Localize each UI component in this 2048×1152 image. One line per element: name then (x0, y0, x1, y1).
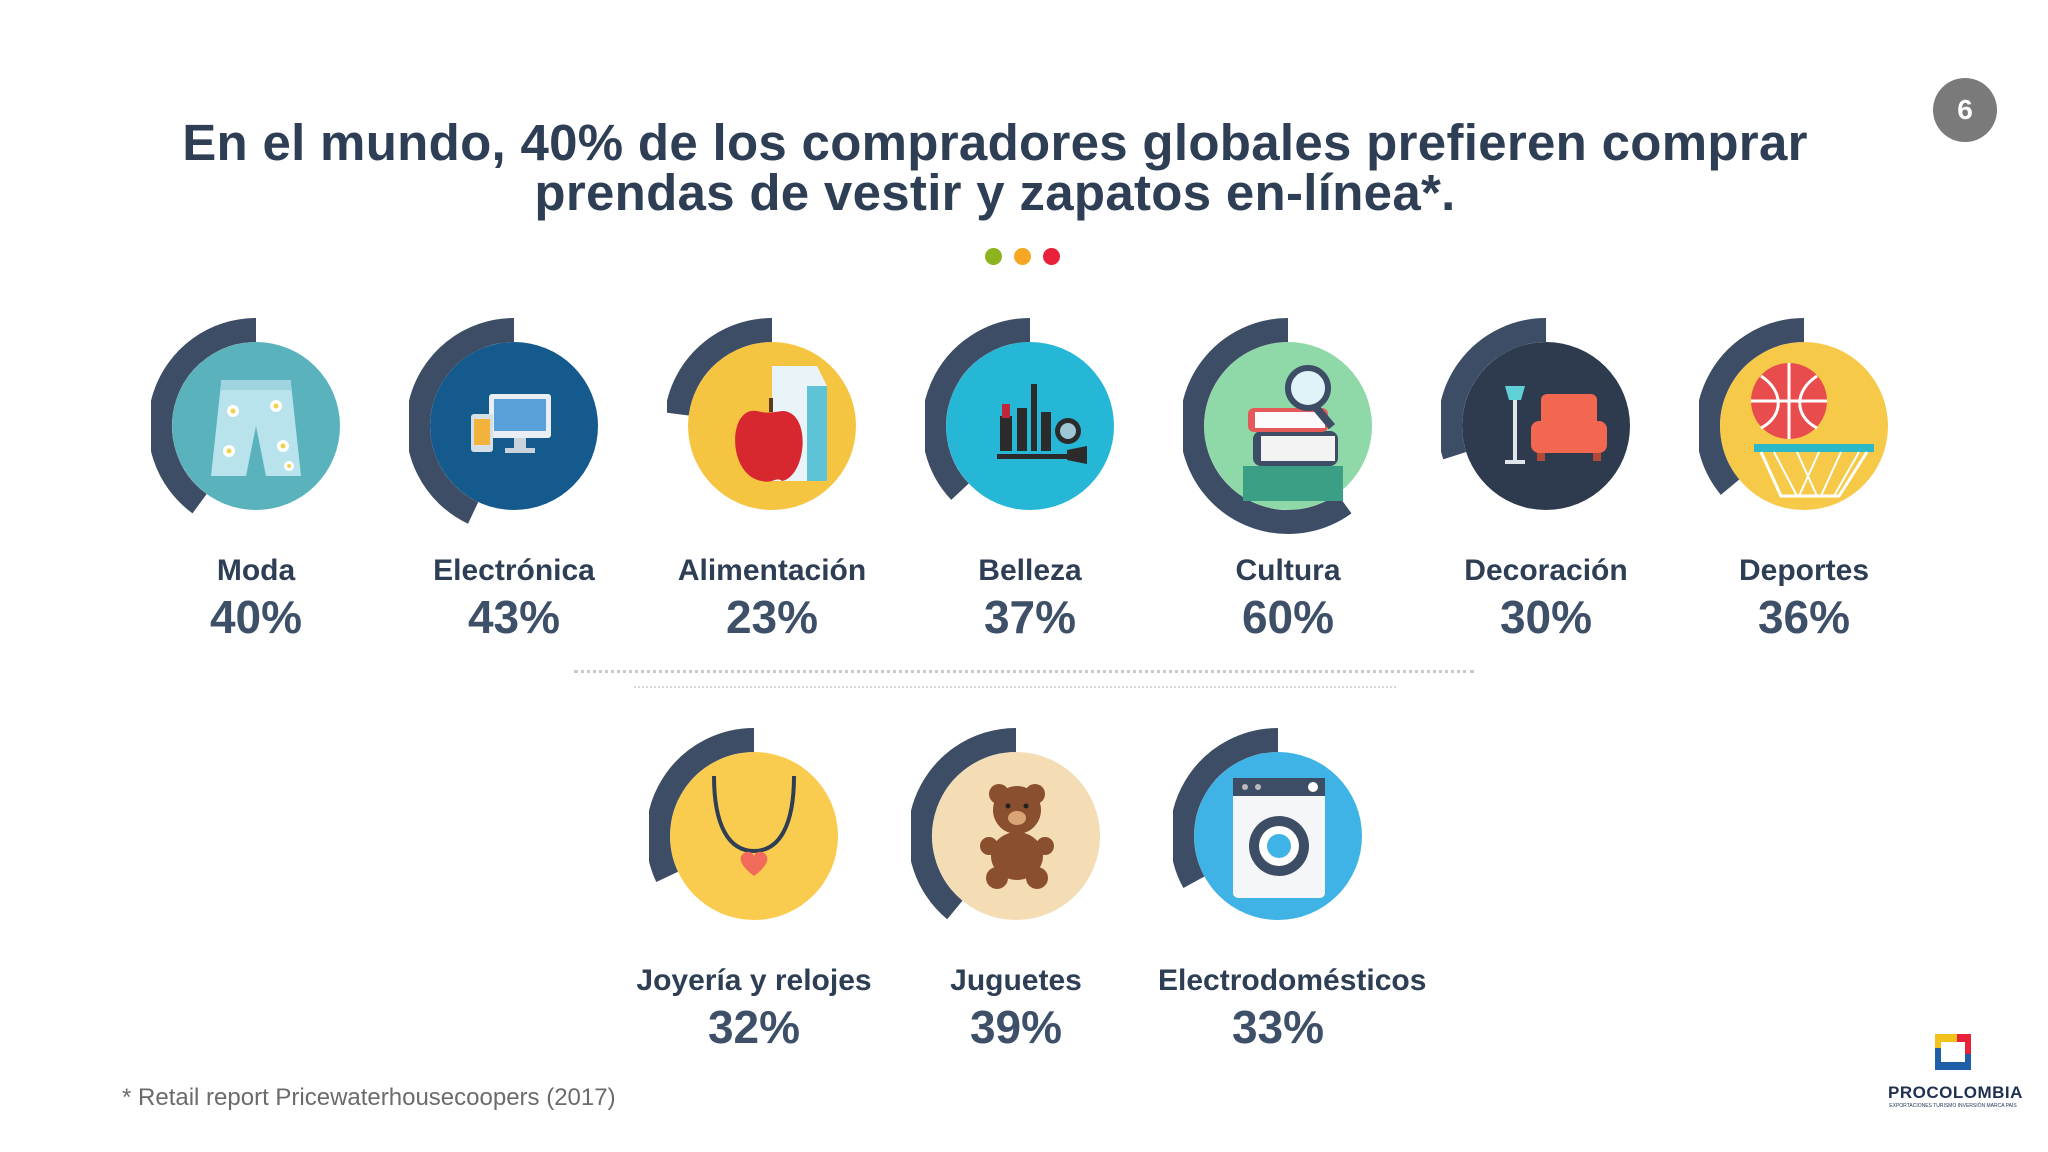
category-name: Decoración (1464, 554, 1628, 587)
category-name: Electrodomésticos (1158, 964, 1427, 997)
accent-dots (985, 248, 1060, 265)
source-footnote: * Retail report Pricewaterhousecoopers (… (122, 1084, 616, 1111)
procolombia-logo: PROCOLOMBIA EXPORTACIONES TURISMO INVERS… (1888, 1030, 2023, 1109)
makeup-icon (925, 318, 1114, 510)
category-name: Joyería y relojes (636, 964, 872, 997)
basketball-icon (1699, 318, 1888, 510)
category-name: Electrónica (433, 554, 595, 587)
category-cultura: Cultura 60% (1168, 316, 1408, 644)
teddy-bear-icon (911, 728, 1100, 920)
accent-dot-red (1043, 248, 1060, 265)
category-percent: 40% (209, 591, 303, 643)
title-line-1: En el mundo, 40% de los compradores glob… (182, 114, 1808, 171)
category-name: Belleza (978, 554, 1082, 587)
sofa-icon (1441, 318, 1630, 510)
category-percent: 33% (1231, 1001, 1325, 1053)
category-juguetes: Juguetes 39% (896, 726, 1136, 1054)
category-electrodomesticos: Electrodomésticos 33% (1158, 726, 1427, 1054)
category-moda: Moda 40% (136, 316, 376, 644)
category-name: Cultura (1235, 554, 1341, 587)
category-deportes: Deportes 36% (1684, 316, 1924, 644)
category-alimentacion: Alimentación 23% (652, 316, 892, 644)
row-separator-inner (634, 686, 1396, 688)
title-line-2: prendas de vestir y zapatos en-línea*. (534, 164, 1456, 221)
category-name: Moda (216, 554, 296, 587)
page-title: En el mundo, 40% de los compradores glob… (0, 114, 1990, 221)
category-name: Alimentación (677, 554, 867, 587)
category-percent: 23% (725, 591, 819, 643)
logo-tagline: EXPORTACIONES TURISMO INVERSIÓN MARCA PA… (1889, 1103, 2017, 1109)
category-percent: 30% (1499, 591, 1593, 643)
category-percent: 39% (969, 1001, 1063, 1053)
procolombia-logo-icon (1935, 1034, 1971, 1070)
logo-wordmark: PROCOLOMBIA (1888, 1083, 2023, 1102)
books-icon (1183, 318, 1372, 534)
category-belleza: Belleza 37% (910, 316, 1150, 644)
necklace-icon (649, 728, 838, 920)
category-electronica: Electrónica 43% (394, 316, 634, 644)
category-percent: 60% (1241, 591, 1335, 643)
row-separator (574, 670, 1474, 673)
category-name: Deportes (1738, 554, 1870, 587)
category-percent: 36% (1757, 591, 1851, 643)
page-number-badge: 6 (1933, 78, 1997, 142)
groceries-icon (667, 318, 856, 510)
category-percent: 37% (983, 591, 1077, 643)
category-decoracion: Decoración 30% (1426, 316, 1666, 644)
accent-dot-green (985, 248, 1002, 265)
category-joyeria: Joyería y relojes 32% (634, 726, 874, 1054)
shorts-icon (151, 318, 340, 514)
category-percent: 32% (707, 1001, 801, 1053)
accent-dot-orange (1014, 248, 1031, 265)
category-name: Juguetes (950, 964, 1082, 997)
category-percent: 43% (467, 591, 561, 643)
computer-icon (409, 318, 598, 524)
washing-machine-icon (1173, 728, 1362, 920)
